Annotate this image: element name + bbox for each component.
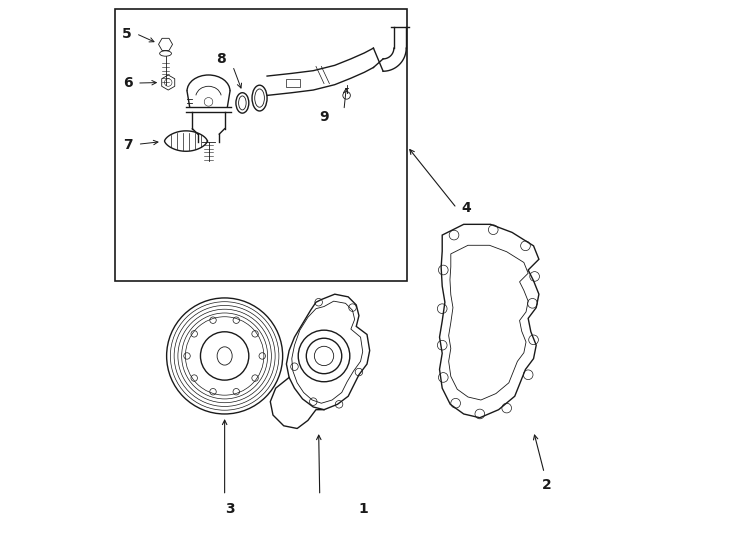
Ellipse shape	[252, 85, 267, 111]
Text: 6: 6	[123, 76, 133, 90]
Text: 8: 8	[216, 52, 226, 66]
Text: 4: 4	[462, 201, 471, 215]
Text: 1: 1	[358, 502, 368, 516]
Ellipse shape	[236, 93, 249, 113]
Text: 7: 7	[123, 138, 133, 152]
Text: 9: 9	[319, 110, 329, 124]
Text: 3: 3	[225, 502, 235, 516]
Text: 5: 5	[121, 26, 131, 40]
Text: 2: 2	[542, 478, 552, 492]
